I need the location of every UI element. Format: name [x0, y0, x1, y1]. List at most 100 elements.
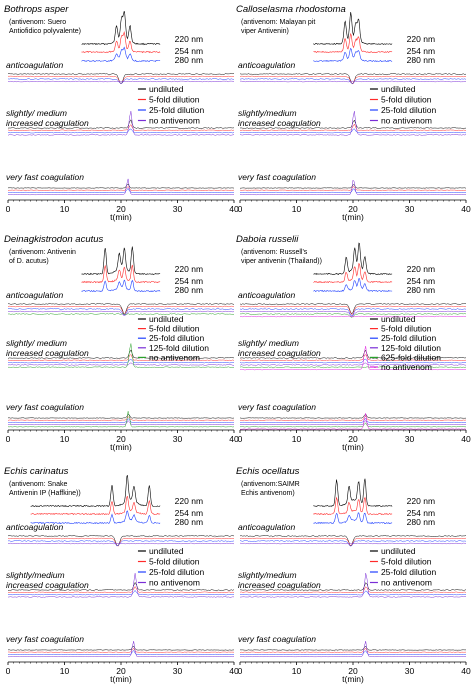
uv-trace-254nm — [81, 264, 161, 284]
anticoag-trace — [239, 310, 467, 318]
fast-coag-trace — [7, 416, 235, 421]
legend-entry: no antivenom — [149, 352, 200, 362]
x-tick-label: 20 — [116, 666, 126, 676]
chart-panel-5: Echis ocellatus (antivenom:SAIMR Echis ant… — [236, 466, 471, 684]
legend-entry: 5-fold dilution — [381, 324, 432, 334]
x-tick-label: 40 — [229, 434, 239, 444]
uv-trace-220nm — [313, 11, 393, 45]
x-axis-title: t(min) — [110, 674, 132, 684]
legend-entry: 25-fold dilution — [149, 567, 205, 577]
fast-coag-trace — [239, 417, 467, 423]
chart-panel-2: Deinagkistrodon acutus (antivenom: Antive… — [4, 234, 239, 452]
antivenom-note-line: viper Antivenin) — [241, 28, 289, 35]
fast-coag-trace — [8, 647, 235, 653]
x-tick-label: 30 — [173, 666, 183, 676]
fast-coag-trace — [239, 650, 467, 655]
legend-entry: no antivenom — [381, 578, 432, 588]
section-label-anticoagulation: anticoagulation — [238, 290, 295, 300]
antivenom-note-line: (antivenom:SAIMR — [241, 481, 300, 488]
uv-wavelength-label: 254 nm — [175, 276, 203, 286]
section-label-fast-coagulation: very fast coagulation — [6, 634, 84, 644]
fast-coag-trace — [239, 184, 467, 189]
section-label-coagulation-line2: increased coagulation — [6, 118, 89, 128]
x-tick-label: 0 — [6, 434, 11, 444]
x-tick-label: 0 — [238, 666, 243, 676]
uv-trace-254nm — [30, 496, 161, 516]
x-tick-label: 20 — [116, 434, 126, 444]
anticoag-trace — [239, 540, 467, 547]
coag-trace — [7, 573, 235, 598]
legend-entry: undiluted — [381, 84, 416, 94]
legend-entry: undiluted — [381, 546, 416, 556]
x-tick-label: 0 — [6, 666, 11, 676]
fast-coag-trace — [8, 187, 234, 193]
fast-coag-trace — [239, 186, 467, 191]
uv-wavelength-label: 220 nm — [407, 264, 435, 274]
legend-entry: undiluted — [149, 546, 184, 556]
section-label-coagulation-line1: slightly/medium — [238, 570, 297, 580]
coag-trace — [239, 119, 467, 129]
legend-entry: 5-fold dilution — [381, 557, 432, 567]
uv-trace-280nm — [81, 46, 161, 63]
legend-entry: no antivenom — [381, 116, 432, 126]
antivenom-note-line: (antivenom: Malayan pit — [241, 19, 315, 26]
legend-entry: undiluted — [381, 314, 416, 324]
fast-coag-trace — [7, 418, 235, 423]
section-label-coagulation-line1: slightly/ medium — [6, 338, 67, 348]
x-axis-title: t(min) — [342, 212, 364, 222]
chart-panel-3: Daboia russelii (antivenom: Russell's vipe… — [236, 234, 471, 452]
uv-wavelength-label: 220 nm — [175, 496, 203, 506]
section-label-coagulation-line2: increased coagulation — [238, 118, 321, 128]
coag-trace — [239, 354, 467, 361]
coag-trace — [7, 124, 235, 131]
coag-trace — [7, 111, 235, 136]
coag-trace — [240, 590, 466, 596]
fast-coag-trace — [239, 647, 467, 653]
legend-entry: undiluted — [149, 314, 184, 324]
panel-species-title: Echis carinatus — [4, 466, 69, 477]
uv-trace-220nm — [81, 246, 161, 276]
coag-trace — [7, 362, 235, 366]
coag-trace — [240, 123, 467, 131]
anticoag-trace — [8, 75, 235, 85]
legend-entry: 125-fold dilution — [149, 343, 209, 353]
antivenom-note-line: Antivenin IP (Haffkine)) — [9, 490, 81, 497]
x-tick-label: 20 — [348, 204, 358, 214]
uv-wavelength-label: 280 nm — [407, 517, 435, 527]
x-tick-label: 40 — [461, 666, 471, 676]
legend-entry: 625-fold dilution — [381, 352, 441, 362]
antivenom-note-line: (antivenom: Antivenin — [9, 249, 76, 256]
antivenom-note-line: of D. acutus) — [9, 258, 49, 265]
legend-entry: 5-fold dilution — [149, 324, 200, 334]
fast-coag-trace — [239, 641, 467, 658]
coag-trace — [239, 582, 467, 591]
fast-coag-trace — [239, 420, 467, 426]
section-label-anticoagulation: anticoagulation — [6, 290, 63, 300]
legend-entry: 5-fold dilution — [381, 95, 432, 105]
legend-entry: no antivenom — [381, 362, 432, 372]
anticoag-trace — [7, 537, 235, 547]
anticoag-trace — [7, 305, 235, 315]
anticoag-trace — [7, 540, 235, 547]
fast-coag-trace — [7, 178, 235, 196]
anticoag-trace — [8, 303, 235, 315]
x-axis-title: t(min) — [110, 442, 132, 452]
coag-trace — [239, 128, 467, 134]
uv-wavelength-label: 280 nm — [175, 55, 203, 65]
legend-entry: 125-fold dilution — [381, 343, 441, 353]
legend-entry: 25-fold dilution — [149, 333, 205, 343]
coag-trace — [7, 589, 235, 596]
x-axis-title: t(min) — [342, 674, 364, 684]
uv-wavelength-label: 220 nm — [175, 264, 203, 274]
panel-species-title: Deinagkistrodon acutus — [4, 234, 104, 245]
panel-species-title: Calloselasma rhodostoma — [236, 4, 346, 15]
uv-wavelength-label: 220 nm — [175, 34, 203, 44]
uv-trace-220nm — [81, 11, 161, 46]
uv-trace-254nm — [313, 32, 393, 53]
section-label-coagulation-line1: slightly/medium — [6, 570, 65, 580]
fast-coag-trace — [239, 179, 467, 196]
x-tick-label: 40 — [229, 204, 239, 214]
fast-coag-trace — [7, 649, 235, 655]
fast-coag-trace — [7, 420, 235, 426]
